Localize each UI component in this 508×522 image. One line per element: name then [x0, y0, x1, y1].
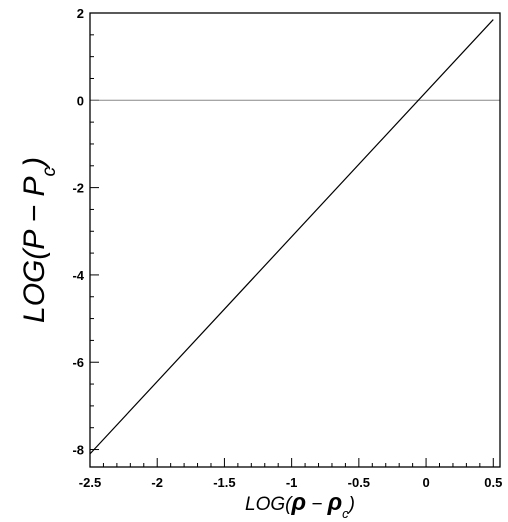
x-tick-label: 0	[422, 475, 429, 490]
x-tick-label: -0.5	[348, 475, 370, 490]
x-tick-label: 0.5	[484, 475, 502, 490]
y-tick-label: -2	[72, 181, 84, 196]
x-tick-label: -1.5	[213, 475, 235, 490]
plot-frame	[89, 12, 501, 468]
y-axis-label: LOG(P − Pc)	[18, 157, 60, 323]
x-tick-label: -2	[151, 475, 163, 490]
y-tick-label: -8	[72, 443, 84, 458]
x-tick-labels: -2.5 -2 -1.5 -1 -0.5 0 0.5	[79, 475, 503, 490]
x-axis-label: LOG(ρ − ρc)	[245, 489, 355, 521]
series-line	[89, 19, 494, 455]
y-tick-label: -4	[72, 268, 84, 283]
y-tick-label: 2	[77, 6, 84, 21]
tick-marks	[89, 12, 494, 467]
y-tick-labels: -8 -6 -4 -2 0 2	[72, 6, 84, 458]
y-tick-label: 0	[77, 93, 84, 108]
x-tick-label: -1	[286, 475, 298, 490]
y-tick-label: -6	[72, 355, 84, 370]
x-tick-label: -2.5	[79, 475, 101, 490]
